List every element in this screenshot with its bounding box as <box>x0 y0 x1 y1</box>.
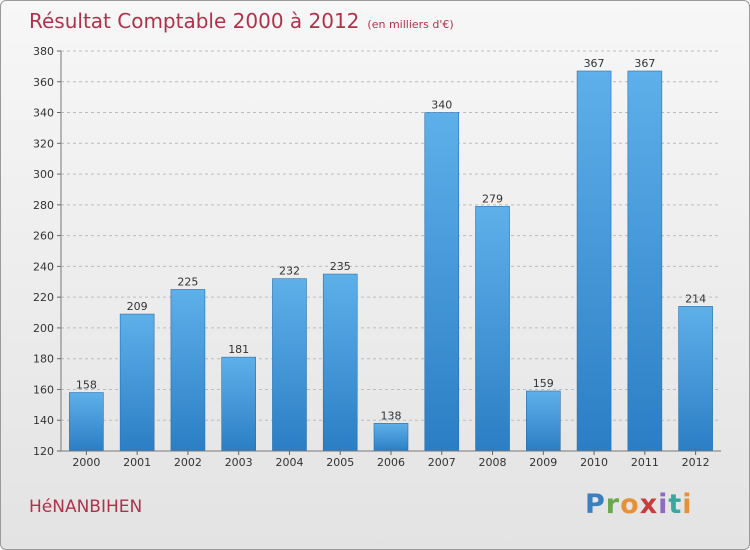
chart-subtitle: (en milliers d'€) <box>367 18 454 31</box>
bar-2004 <box>272 278 307 452</box>
value-label-2004: 232 <box>279 265 300 278</box>
value-label-2010: 367 <box>584 57 605 70</box>
value-label-2012: 214 <box>685 292 706 305</box>
proxiti-logo[interactable]: Proxiti <box>585 489 693 520</box>
bar-2001 <box>119 313 155 452</box>
y-tick-label-340: 340 <box>33 107 54 120</box>
x-tick-label-2003: 2003 <box>225 456 253 469</box>
value-label-2001: 209 <box>127 300 148 313</box>
bar-2009 <box>526 390 561 452</box>
value-label-2009: 159 <box>533 377 554 390</box>
x-tick-label-2002: 2002 <box>174 456 202 469</box>
y-tick-label-300: 300 <box>33 168 54 181</box>
bar-2003 <box>221 356 256 452</box>
bar-2006 <box>373 423 409 452</box>
bar-2012 <box>678 306 713 452</box>
value-label-2007: 340 <box>431 99 452 112</box>
axes: 120 140 160 180 200 220 240 260 280 300 320 340 360 3… <box>33 45 721 469</box>
x-tick-label-2007: 2007 <box>428 456 456 469</box>
value-label-2005: 235 <box>330 260 351 273</box>
value-label-2002: 225 <box>177 275 198 288</box>
x-tick-label-2001: 2001 <box>123 456 151 469</box>
y-tick-label-260: 260 <box>33 230 54 243</box>
y-tick-label-280: 280 <box>33 199 54 212</box>
y-tick-label-320: 320 <box>33 137 54 150</box>
value-label-2006: 138 <box>381 409 402 422</box>
bar-2010 <box>576 70 612 452</box>
y-tick-label-160: 160 <box>33 383 54 396</box>
y-tick-label-200: 200 <box>33 322 54 335</box>
x-tick-label-2009: 2009 <box>529 456 557 469</box>
y-tick-label-360: 360 <box>33 76 54 89</box>
x-tick-label-2010: 2010 <box>580 456 608 469</box>
y-tick-label-120: 120 <box>33 445 54 458</box>
y-tick-label-380: 380 <box>33 45 54 58</box>
value-label-2008: 279 <box>482 192 503 205</box>
x-tick-label-2004: 2004 <box>275 456 303 469</box>
value-label-2003: 181 <box>228 343 249 356</box>
bar-2011 <box>627 70 663 452</box>
x-tick-label-2005: 2005 <box>326 456 354 469</box>
value-label-2011: 367 <box>634 57 655 70</box>
bar-2000 <box>69 392 104 452</box>
x-tick-label-2011: 2011 <box>631 456 659 469</box>
bar-2007 <box>424 112 460 452</box>
x-tick-label-2000: 2000 <box>72 456 100 469</box>
bar-2005 <box>322 273 358 452</box>
y-tick-label-140: 140 <box>33 414 54 427</box>
y-tick-label-220: 220 <box>33 291 54 304</box>
x-tick-label-2006: 2006 <box>377 456 405 469</box>
bar-2008 <box>475 206 510 452</box>
bar-2002 <box>170 289 206 452</box>
chart-title: Résultat Comptable 2000 à 2012 (en millie… <box>29 9 454 33</box>
y-tick-label-240: 240 <box>33 260 54 273</box>
value-label-2000: 158 <box>76 379 97 392</box>
grid-lines <box>61 50 721 452</box>
x-tick-label-2008: 2008 <box>479 456 507 469</box>
bars: 158 209 225 181 232 235 138 340 279 159 367 367 214 <box>69 57 713 452</box>
y-tick-label-180: 180 <box>33 353 54 366</box>
chart-title-text: Résultat Comptable 2000 à 2012 <box>29 9 360 33</box>
town-name: HéNANBIHEN <box>29 497 143 517</box>
x-tick-label-2012: 2012 <box>682 456 710 469</box>
